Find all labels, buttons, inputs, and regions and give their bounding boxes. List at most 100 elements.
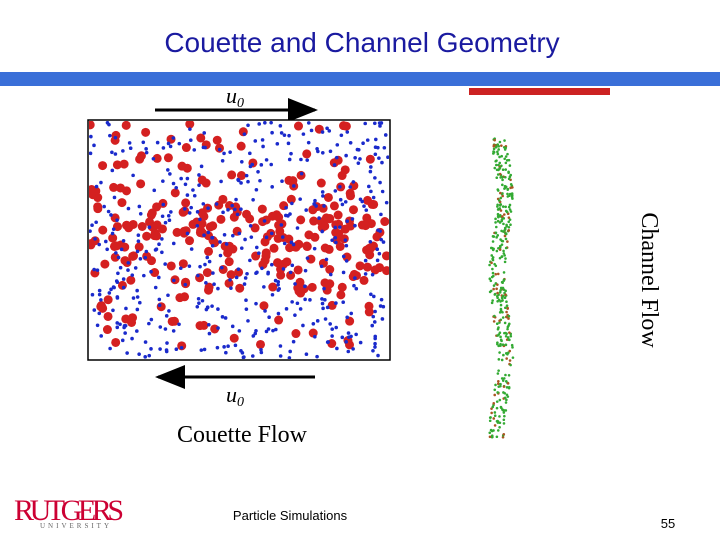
red-particle — [304, 230, 314, 240]
blue-particle — [260, 138, 265, 142]
blue-particle — [320, 301, 325, 306]
blue-particle — [262, 219, 267, 223]
channel-particle — [509, 334, 513, 338]
blue-particle — [344, 153, 348, 158]
blue-particle — [254, 301, 258, 306]
blue-particle — [289, 240, 294, 245]
blue-particle — [135, 329, 139, 333]
blue-particle — [303, 284, 307, 289]
blue-particle — [276, 288, 281, 292]
channel-particle — [507, 170, 510, 174]
channel-particle — [498, 351, 501, 354]
channel-particle — [498, 214, 502, 217]
blue-particle — [244, 298, 248, 303]
blue-particle — [335, 346, 339, 351]
blue-particle — [90, 223, 94, 228]
red-particle — [121, 314, 131, 324]
blue-particle — [278, 344, 283, 348]
channel-particle — [499, 238, 502, 241]
red-particle — [170, 188, 180, 198]
channel-particle — [498, 321, 501, 324]
red-particle — [93, 204, 103, 214]
channel-particle — [498, 221, 502, 224]
blue-particle — [269, 121, 273, 125]
channel-particle — [506, 352, 509, 356]
blue-particle — [138, 256, 143, 261]
blue-particle — [121, 285, 126, 290]
channel-particle — [489, 289, 493, 293]
blue-particle — [364, 208, 369, 212]
blue-particle — [291, 242, 296, 247]
channel-particle — [511, 186, 514, 189]
channel-particle — [508, 218, 512, 221]
red-particle — [178, 259, 188, 269]
blue-particle — [131, 173, 135, 178]
red-particle — [334, 229, 344, 239]
blue-particle — [323, 298, 327, 302]
blue-particle — [171, 329, 176, 333]
channel-particle — [496, 205, 499, 208]
blue-particle — [356, 161, 361, 165]
channel-particle — [501, 194, 504, 198]
channel-particle — [510, 195, 514, 199]
channel-particle — [502, 271, 506, 274]
channel-particle — [505, 310, 508, 314]
blue-particle — [149, 317, 154, 322]
channel-particle — [501, 239, 505, 243]
blue-particle — [288, 349, 292, 354]
blue-particle — [236, 178, 241, 183]
blue-particle — [166, 141, 171, 146]
channel-particle — [508, 359, 512, 362]
channel-particle — [504, 175, 507, 179]
blue-particle — [323, 317, 328, 321]
red-particle — [324, 244, 334, 254]
blue-particle — [157, 275, 161, 280]
blue-particle — [97, 288, 102, 293]
blue-particle — [177, 141, 182, 146]
channel-particle — [504, 205, 507, 209]
blue-particle — [381, 240, 386, 244]
blue-particle — [308, 298, 312, 302]
blue-particle — [317, 216, 321, 220]
blue-particle — [233, 343, 238, 348]
channel-particle — [503, 213, 506, 216]
channel-particle — [496, 419, 499, 423]
channel-particle — [504, 401, 508, 404]
blue-particle — [244, 307, 249, 311]
red-particle — [172, 227, 182, 237]
red-particle — [323, 192, 333, 202]
symbol: u — [226, 382, 237, 407]
blue-particle — [130, 273, 135, 277]
blue-particle — [315, 354, 319, 359]
red-particle — [167, 316, 177, 326]
channel-particle — [505, 357, 508, 360]
blue-particle — [110, 231, 115, 236]
channel-particle — [501, 178, 504, 182]
blue-particle — [378, 229, 382, 233]
blue-particle — [320, 150, 325, 155]
channel-particle — [501, 379, 505, 383]
channel-particle — [500, 377, 504, 380]
red-particle — [274, 315, 284, 325]
blue-particle — [121, 277, 126, 281]
blue-particle — [149, 269, 153, 274]
blue-particle — [284, 205, 288, 210]
channel-particle — [511, 346, 514, 349]
blue-particle — [115, 280, 120, 285]
blue-particle — [243, 276, 248, 280]
blue-particle — [133, 266, 138, 270]
blue-particle — [362, 204, 366, 208]
red-particle — [261, 248, 271, 258]
blue-particle — [201, 202, 206, 206]
blue-particle — [113, 135, 118, 140]
blue-particle — [168, 144, 173, 149]
red-particle — [152, 153, 162, 163]
red-particle — [372, 232, 382, 242]
red-particle — [260, 256, 270, 266]
channel-particle — [499, 289, 502, 292]
blue-particle — [178, 266, 183, 271]
blue-particle — [293, 282, 297, 286]
channel-particle — [492, 402, 496, 405]
